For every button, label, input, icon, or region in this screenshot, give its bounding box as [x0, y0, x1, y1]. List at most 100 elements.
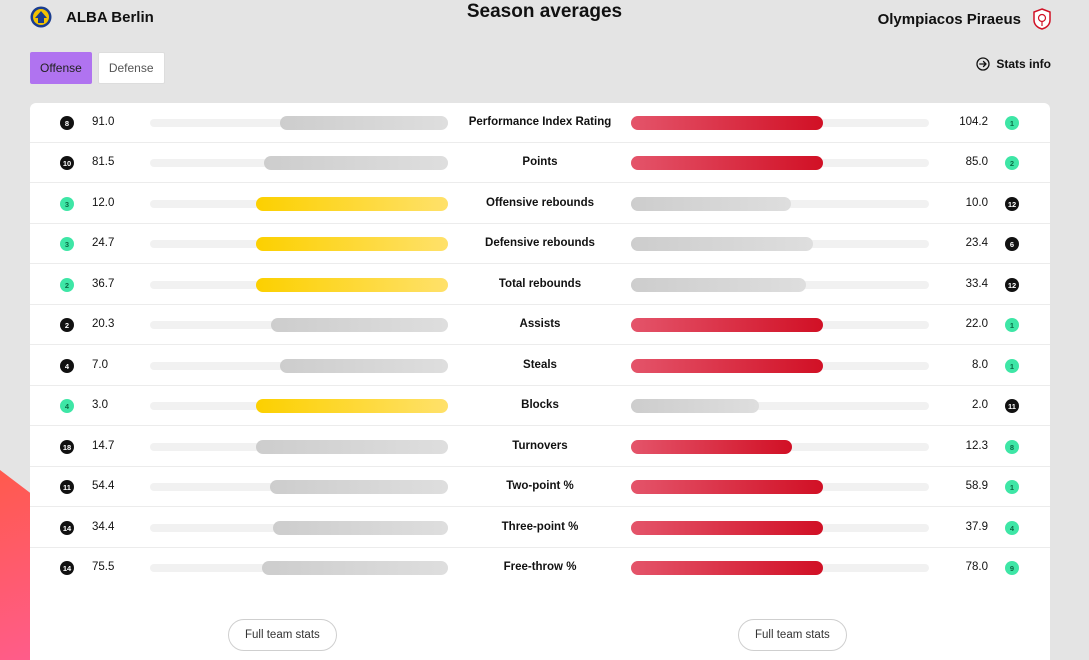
home-bar-track: [150, 359, 448, 373]
home-bar-track: [150, 197, 448, 211]
stat-row: 14 34.4 Three-point % 37.9 4: [30, 508, 1050, 548]
home-rank-badge: 3: [60, 197, 74, 211]
away-bar-track: [631, 197, 929, 211]
home-rank-badge: 3: [60, 237, 74, 251]
away-stat-bar: [631, 197, 791, 211]
home-stat-bar: [264, 156, 448, 170]
stats-info-label: Stats info: [996, 57, 1051, 71]
away-rank-badge: 2: [1005, 156, 1019, 170]
away-stat-value: 33.4: [965, 278, 988, 290]
home-bar-track: [150, 156, 448, 170]
away-stat-value: 104.2: [959, 116, 988, 128]
home-bar-track: [150, 116, 448, 130]
away-bar-track: [631, 480, 929, 494]
away-stat-value: 85.0: [965, 156, 988, 168]
home-bar-track: [150, 561, 448, 575]
away-rank-badge: 1: [1005, 116, 1019, 130]
home-bar-track: [150, 399, 448, 413]
away-bar-track: [631, 318, 929, 332]
home-rank-badge: 14: [60, 561, 74, 575]
home-stat-bar: [273, 521, 448, 535]
home-stat-bar: [280, 116, 448, 130]
away-bar-track: [631, 237, 929, 251]
away-rank-badge: 1: [1005, 318, 1019, 332]
away-rank-badge: 12: [1005, 278, 1019, 292]
home-stat-bar: [256, 237, 448, 251]
home-stat-value: 54.4: [92, 480, 115, 492]
full-team-stats-away-button[interactable]: Full team stats: [738, 619, 847, 651]
home-stat-value: 3.0: [92, 399, 108, 411]
home-bar-track: [150, 480, 448, 494]
corner-accent-shape: [0, 470, 30, 660]
tab-defense[interactable]: Defense: [97, 52, 165, 84]
home-stat-bar: [256, 197, 448, 211]
away-rank-badge: 6: [1005, 237, 1019, 251]
page-title: Season averages: [466, 1, 623, 22]
home-rank-badge: 4: [60, 399, 74, 413]
stats-comparison-card: 8 91.0 Performance Index Rating 104.2 1 10 81.…: [30, 103, 1050, 660]
stats-info-link[interactable]: Stats info: [976, 57, 1051, 71]
home-team[interactable]: ALBA Berlin: [30, 6, 154, 28]
home-stat-value: 75.5: [92, 561, 115, 573]
home-stat-bar: [256, 399, 448, 413]
away-bar-track: [631, 561, 929, 575]
home-stat-value: 36.7: [92, 278, 115, 290]
home-stat-bar: [262, 561, 448, 575]
olympiacos-logo: [1033, 8, 1051, 30]
stat-label: Assists: [519, 318, 561, 330]
home-stat-bar: [256, 440, 448, 454]
home-stat-value: 81.5: [92, 156, 115, 168]
away-stat-bar: [631, 440, 792, 454]
home-rank-badge: 14: [60, 521, 74, 535]
stat-row: 18 14.7 Turnovers 12.3 8: [30, 427, 1050, 467]
stat-row: 4 3.0 Blocks 2.0 11: [30, 386, 1050, 426]
away-bar-track: [631, 440, 929, 454]
stat-label: Steals: [523, 359, 557, 371]
away-team-name: Olympiacos Piraeus: [877, 10, 1021, 28]
home-rank-badge: 2: [60, 318, 74, 332]
away-stat-value: 10.0: [965, 197, 988, 209]
alba-berlin-logo: [30, 6, 52, 28]
away-stat-value: 22.0: [965, 318, 988, 330]
away-stat-bar: [631, 116, 823, 130]
stats-tabs: Offense Defense: [30, 52, 165, 84]
tab-offense[interactable]: Offense: [30, 52, 92, 84]
stat-row: 10 81.5 Points 85.0 2: [30, 143, 1050, 183]
stat-label: Free-throw %: [503, 561, 577, 573]
home-bar-track: [150, 521, 448, 535]
stat-label: Blocks: [521, 399, 559, 411]
away-rank-badge: 4: [1005, 521, 1019, 535]
away-rank-badge: 1: [1005, 480, 1019, 494]
away-stat-bar: [631, 237, 813, 251]
home-stat-value: 91.0: [92, 116, 115, 128]
away-stat-value: 8.0: [972, 359, 988, 371]
away-rank-badge: 9: [1005, 561, 1019, 575]
stat-row: 2 36.7 Total rebounds 33.4 12: [30, 265, 1050, 305]
stat-row: 8 91.0 Performance Index Rating 104.2 1: [30, 103, 1050, 143]
stat-row: 2 20.3 Assists 22.0 1: [30, 305, 1050, 345]
away-stat-bar: [631, 561, 823, 575]
stat-row: 4 7.0 Steals 8.0 1: [30, 346, 1050, 386]
away-rank-badge: 11: [1005, 399, 1019, 413]
home-rank-badge: 8: [60, 116, 74, 130]
home-rank-badge: 10: [60, 156, 74, 170]
away-stat-value: 58.9: [965, 480, 988, 492]
away-team[interactable]: Olympiacos Piraeus: [878, 8, 1051, 30]
arrow-circle-icon: [976, 57, 990, 71]
home-stat-bar: [256, 278, 448, 292]
home-stat-value: 12.0: [92, 197, 115, 209]
full-team-stats-home-button[interactable]: Full team stats: [228, 619, 337, 651]
home-stat-bar: [280, 359, 448, 373]
stat-label: Total rebounds: [498, 278, 582, 290]
home-bar-track: [150, 440, 448, 454]
home-stat-value: 14.7: [92, 440, 115, 452]
home-stat-value: 7.0: [92, 359, 108, 371]
away-rank-badge: 12: [1005, 197, 1019, 211]
home-stat-value: 34.4: [92, 521, 115, 533]
home-bar-track: [150, 318, 448, 332]
away-stat-bar: [631, 359, 823, 373]
stat-label: Three-point %: [501, 521, 579, 533]
away-stat-value: 37.9: [965, 521, 988, 533]
stat-row: 3 12.0 Offensive rebounds 10.0 12: [30, 184, 1050, 224]
home-stat-bar: [271, 318, 448, 332]
